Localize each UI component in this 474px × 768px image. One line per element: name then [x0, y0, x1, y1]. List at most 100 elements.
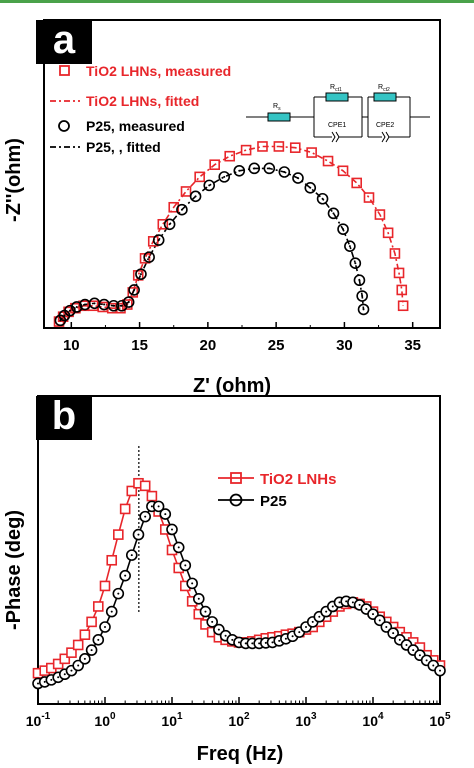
- legend-p25-label: P25: [260, 493, 287, 510]
- data-point-circle: [357, 303, 370, 316]
- data-point-center: [50, 678, 53, 681]
- panel-a-ylabel: -Z''(ohm): [3, 138, 25, 222]
- data-point-center: [332, 212, 335, 215]
- circuit-label-r: R: [273, 103, 278, 110]
- data-point-center: [68, 309, 71, 312]
- data-point-center: [43, 680, 46, 683]
- circuit-labels: Rs Rct1 Rct2 CPE1 CPE2: [273, 84, 394, 129]
- data-point-square: [374, 209, 386, 220]
- data-point-square: [126, 485, 138, 497]
- data-point-center: [296, 177, 299, 180]
- data-point-center: [144, 515, 147, 518]
- data-point-center: [321, 197, 324, 200]
- x-tick-label: 15: [131, 337, 148, 354]
- data-point-circle: [143, 251, 155, 263]
- data-point-center: [378, 619, 381, 622]
- x-tick-exponent: 5: [445, 711, 451, 722]
- data-point-center: [223, 175, 226, 178]
- data-point-square: [92, 601, 104, 612]
- data-point-center: [148, 256, 151, 259]
- panel-a: 10 15 20 25 30 35 Z' (ohm) -Z''(ohm) TiO2 LHN…: [3, 19, 441, 397]
- data-point-circle: [304, 182, 317, 194]
- data-point-square: [115, 302, 126, 314]
- data-point-square: [322, 155, 334, 167]
- data-point-center: [405, 643, 408, 646]
- x-tick-exponent: 2: [244, 711, 250, 722]
- data-point-center: [70, 669, 73, 672]
- data-point-square: [70, 302, 81, 314]
- circuit-label-sub: ct1: [335, 87, 342, 93]
- data-point-circle: [135, 268, 147, 280]
- data-point-circle: [218, 171, 231, 183]
- data-point-center: [362, 308, 365, 311]
- data-point-center: [345, 600, 348, 603]
- data-point-center: [309, 186, 312, 189]
- x-tick-label: 105: [429, 711, 451, 729]
- data-point-circle: [349, 257, 362, 270]
- data-point-center: [278, 639, 281, 642]
- data-point-square: [240, 144, 252, 156]
- data-point-center: [351, 601, 354, 604]
- data-point-square: [194, 171, 205, 183]
- data-point-center: [83, 657, 86, 660]
- data-point-square: [146, 490, 158, 502]
- data-point-square: [382, 227, 394, 239]
- data-point-center: [139, 273, 142, 276]
- data-point-square: [113, 529, 124, 540]
- data-point-square: [66, 647, 77, 658]
- data-point-center: [93, 302, 96, 305]
- data-point-square: [139, 480, 151, 492]
- data-point-square: [397, 300, 409, 312]
- data-point-center: [284, 637, 287, 640]
- data-point-center: [283, 171, 286, 173]
- circuit-rct2-resistor: [373, 92, 397, 102]
- data-point-center: [361, 295, 364, 298]
- x-tick-label: 25: [268, 337, 285, 354]
- data-point-center: [398, 638, 401, 641]
- data-point-center: [358, 279, 361, 282]
- equivalent-circuit-diagram: [246, 92, 430, 143]
- series-line-1: [58, 145, 404, 323]
- data-point-square: [63, 306, 74, 318]
- data-point-center: [37, 682, 39, 685]
- panel-b-legend: TiO2 LNHs P25: [218, 471, 336, 510]
- data-point-center: [177, 546, 180, 549]
- data-point-square: [389, 248, 401, 259]
- x-tick-label: 10: [63, 337, 80, 354]
- circuit-label-rct2: Rct2: [378, 84, 390, 93]
- data-point-square: [273, 141, 285, 152]
- data-point-center: [231, 638, 234, 641]
- data-point-circle: [64, 304, 76, 317]
- data-point-center: [348, 245, 351, 248]
- circuit-label-rct1: Rct1: [330, 84, 342, 93]
- data-point-center: [298, 631, 301, 634]
- data-point-circle: [292, 172, 304, 184]
- data-point-center: [103, 303, 106, 306]
- data-point-circle: [263, 162, 276, 175]
- legend-tio2-measured-label: TiO2 LHNs, measured: [86, 63, 231, 79]
- data-point-square: [127, 287, 139, 298]
- data-point-square: [157, 218, 169, 230]
- data-point-square: [59, 653, 71, 665]
- circuit-label-cpe1: CPE1: [328, 122, 346, 129]
- x-tick-label: 30: [336, 337, 353, 354]
- data-point-center: [204, 610, 207, 613]
- x-tick-exponent: 0: [110, 711, 116, 722]
- data-point-center: [63, 673, 66, 676]
- legend-tio2-fitted-label: TiO2 LHNs, fitted: [86, 93, 199, 109]
- data-point-square: [393, 267, 405, 279]
- data-point-center: [325, 610, 328, 613]
- panel-a-x-ticks: 10 15 20 25 30 35: [63, 322, 421, 354]
- circuit-cpe2-element: [381, 131, 390, 143]
- data-point-center: [224, 634, 227, 637]
- data-point-center: [238, 641, 240, 644]
- panel-b-tag: b: [36, 396, 92, 440]
- data-point-center: [238, 169, 241, 172]
- series-line-1: [37, 505, 441, 685]
- x-tick-label: 10-1: [26, 711, 51, 729]
- data-point-square: [119, 503, 131, 515]
- legend-tio2-label: TiO2 LNHs: [260, 471, 336, 488]
- circuit-label-cpe2: CPE2: [376, 122, 394, 129]
- data-point-center: [104, 626, 106, 628]
